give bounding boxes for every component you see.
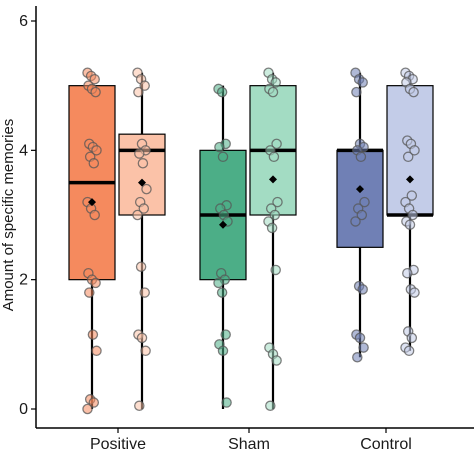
- x-tick-label: Control: [360, 436, 412, 451]
- data-point: [220, 329, 231, 340]
- data-point: [356, 209, 368, 221]
- data-point: [409, 145, 420, 156]
- box-positive-b: [118, 67, 166, 412]
- data-point: [267, 86, 279, 98]
- data-point: [138, 203, 150, 214]
- mean-marker: [269, 175, 277, 184]
- y-tick-label: 2: [19, 272, 28, 289]
- data-point: [90, 86, 101, 98]
- data-point: [139, 287, 150, 298]
- data-point: [91, 145, 102, 156]
- data-point: [269, 209, 281, 221]
- box-control-b: [386, 67, 434, 357]
- data-point: [213, 277, 224, 289]
- data-point: [136, 332, 148, 344]
- data-point: [140, 345, 151, 357]
- data-point: [406, 190, 418, 201]
- data-point: [82, 403, 93, 415]
- x-axis-ticks: Positive Sham Control: [90, 428, 412, 451]
- data-point: [84, 287, 95, 298]
- data-point: [137, 158, 149, 169]
- y-axis-title: Amount of specific memories: [0, 119, 17, 312]
- y-tick-label: 6: [19, 13, 28, 30]
- data-point: [221, 397, 232, 408]
- mean-marker: [88, 198, 96, 207]
- data-point: [141, 183, 152, 195]
- data-point: [134, 148, 145, 159]
- data-point: [409, 287, 420, 298]
- y-axis-ticks: 0 2 4 6: [19, 13, 36, 418]
- data-point: [272, 196, 283, 208]
- data-point: [216, 287, 228, 298]
- data-point: [402, 151, 414, 163]
- box-positive-a: [68, 67, 116, 415]
- data-point: [134, 400, 145, 412]
- data-point: [407, 209, 418, 221]
- data-point: [90, 277, 101, 289]
- mean-marker: [356, 185, 364, 194]
- data-point: [359, 196, 370, 208]
- data-point: [271, 138, 282, 150]
- data-point: [139, 80, 150, 91]
- box-control-a: [336, 67, 384, 363]
- data-point: [135, 261, 147, 272]
- data-point: [354, 332, 366, 344]
- y-tick-label: 4: [19, 142, 28, 159]
- mean-marker: [406, 175, 414, 184]
- data-point: [89, 209, 100, 221]
- data-point: [408, 86, 419, 98]
- data-point: [406, 332, 418, 344]
- data-point: [88, 158, 100, 169]
- data-point: [217, 345, 229, 357]
- data-point: [216, 86, 228, 98]
- box-sham-b: [249, 67, 297, 412]
- y-tick-label: 0: [19, 401, 28, 418]
- data-point: [404, 219, 416, 230]
- data-point: [351, 86, 362, 98]
- mean-marker: [219, 220, 227, 229]
- data-point: [265, 400, 276, 412]
- data-point: [271, 355, 282, 366]
- data-point: [357, 77, 368, 88]
- data-point: [132, 209, 143, 221]
- data-point: [352, 352, 363, 363]
- data-point: [87, 329, 99, 340]
- data-point: [214, 141, 225, 153]
- x-tick-label: Sham: [228, 436, 270, 451]
- data-point: [350, 216, 361, 227]
- data-point: [268, 151, 280, 163]
- data-point: [88, 397, 100, 408]
- data-point: [266, 222, 278, 234]
- data-point: [270, 77, 281, 88]
- data-point: [355, 151, 367, 163]
- data-point: [270, 264, 281, 276]
- data-point: [357, 284, 368, 295]
- data-point: [403, 345, 415, 357]
- box-iqr: [336, 149, 384, 248]
- data-point: [89, 73, 100, 85]
- data-point: [402, 267, 413, 279]
- data-point: [133, 86, 144, 98]
- x-tick-label: Positive: [90, 436, 146, 451]
- data-point: [91, 345, 102, 357]
- boxes-layer: [68, 67, 434, 415]
- data-point: [358, 342, 369, 353]
- box-sham-a: [199, 83, 247, 409]
- mean-marker: [138, 178, 146, 187]
- data-point: [217, 151, 229, 163]
